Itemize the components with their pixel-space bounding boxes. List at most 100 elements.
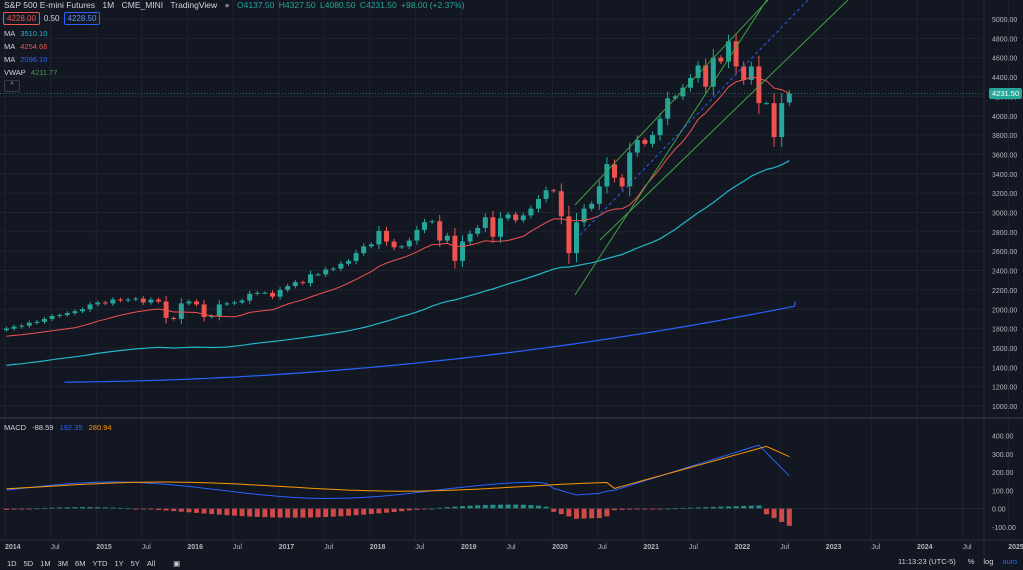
macd-histogram-bar	[292, 508, 298, 518]
time-tick-label: Jul	[507, 544, 516, 551]
candle-body	[422, 222, 427, 230]
buy-sell-quote: 4228.00 0.50 4228.50	[3, 12, 101, 25]
macd-histogram-bar	[239, 508, 245, 517]
range-3m[interactable]: 3M	[57, 559, 69, 568]
macd-histogram-bar	[361, 508, 367, 515]
candle-body	[672, 96, 678, 99]
ohlc-change: +98.00 (+2.37%)	[401, 0, 465, 10]
candle-body	[330, 268, 336, 270]
candle-body	[657, 118, 663, 136]
candle-body	[49, 316, 55, 319]
macd-histogram-bar	[87, 507, 93, 509]
collapse-legend-icon[interactable]: ^	[4, 80, 20, 92]
log-toggle[interactable]: log	[983, 557, 994, 566]
symbol-name[interactable]: S&P 500 E-mini Futures	[4, 0, 96, 10]
range-6m[interactable]: 6M	[75, 559, 86, 568]
macd-histogram-bar	[429, 508, 435, 510]
macd-line-value: 192.35	[59, 423, 83, 432]
ma-cyan-line	[6, 160, 790, 366]
candle-body	[520, 215, 526, 221]
candle-body	[444, 235, 450, 241]
macd-histogram-bar	[513, 504, 519, 509]
price-tick-label: 4000.00	[992, 114, 1017, 121]
candle-body	[475, 227, 481, 234]
percent-toggle[interactable]: %	[967, 557, 975, 566]
candle-body	[254, 292, 260, 294]
candle-body	[543, 190, 549, 199]
indicator-label: VWAP	[4, 68, 26, 77]
time-tick-label: 2021	[643, 544, 659, 551]
candle-body	[34, 321, 40, 323]
macd-histogram-bar	[49, 507, 55, 509]
channel-upper-line	[574, 0, 768, 296]
candle-body	[239, 300, 245, 303]
candle-body	[133, 298, 139, 300]
candle-body	[391, 241, 397, 248]
range-all[interactable]: All	[146, 559, 156, 568]
candle-body	[163, 301, 169, 318]
calendar-icon[interactable]: ▣	[173, 559, 181, 568]
clock-readout[interactable]: 11:13:23 (UTC-5)	[898, 557, 956, 566]
candle-body	[786, 93, 792, 103]
candle-body	[42, 318, 47, 322]
macd-label[interactable]: MACD	[4, 423, 27, 432]
interval-label[interactable]: 1M	[102, 0, 115, 10]
buy-button[interactable]: 4228.50	[63, 12, 101, 25]
range-ytd[interactable]: YTD	[92, 559, 108, 568]
macd-histogram-bar	[148, 508, 154, 510]
price-tick-label: 4800.00	[992, 36, 1017, 43]
macd-histogram-bar	[551, 508, 557, 512]
macd-histogram-bar	[270, 508, 275, 518]
indicator-legend-2[interactable]: MA 4254.66	[4, 42, 47, 51]
macd-histogram-bar	[475, 505, 481, 509]
indicator-legend-1[interactable]: MA 3510.10	[4, 29, 47, 38]
indicator-legend-3[interactable]: MA 2096.10	[4, 55, 47, 64]
candle-body	[346, 260, 351, 264]
candle-body	[285, 286, 291, 290]
macd-histogram-bar	[414, 508, 420, 510]
macd-histogram-bar	[80, 507, 85, 509]
macd-histogram-bar	[232, 508, 237, 516]
price-tick-label: 2200.00	[992, 288, 1017, 295]
macd-histogram-bar	[771, 508, 777, 519]
candle-body	[710, 57, 716, 87]
candle-body	[194, 301, 199, 305]
macd-histogram-bar	[368, 508, 374, 515]
macd-histogram-bar	[57, 507, 63, 509]
time-tick-label: Jul	[51, 544, 60, 551]
macd-histogram-bar	[133, 508, 139, 510]
candle-body	[262, 292, 268, 294]
range-5y[interactable]: 5Y	[130, 559, 140, 568]
price-tick-label: 2800.00	[992, 230, 1017, 237]
macd-histogram-bar	[786, 508, 792, 526]
candle-body	[361, 246, 367, 254]
candle-body	[140, 298, 146, 303]
time-tick-label: 2017	[279, 544, 295, 551]
auto-toggle[interactable]: auto	[1002, 557, 1017, 566]
macd-histogram-bar	[695, 507, 701, 509]
candle-body	[186, 301, 192, 304]
candle-body	[612, 164, 617, 178]
indicator-label: MA	[4, 42, 16, 51]
macd-histogram-bar	[194, 508, 199, 513]
candle-body	[353, 253, 359, 261]
range-5d[interactable]: 5D	[23, 559, 34, 568]
price-tick-label: 3400.00	[992, 172, 1017, 179]
source-label: TradingView	[170, 0, 218, 10]
range-1m[interactable]: 1M	[40, 559, 51, 568]
macd-histogram-bar	[444, 507, 450, 509]
ma-blue-line	[64, 301, 796, 383]
range-1d[interactable]: 1D	[7, 559, 17, 568]
macd-histogram-bar	[490, 504, 496, 509]
sell-button[interactable]: 4228.00	[3, 12, 40, 25]
macd-histogram-bar	[634, 508, 640, 510]
candle-body	[376, 230, 382, 245]
range-1y[interactable]: 1Y	[114, 559, 124, 568]
candle-body	[308, 274, 313, 284]
time-tick-label: 2024	[917, 544, 933, 551]
macd-histogram-bar	[657, 508, 663, 510]
candle-body	[178, 303, 184, 319]
indicator-legend-4[interactable]: VWAP 4211.77	[4, 68, 57, 77]
candle-body	[596, 186, 602, 204]
